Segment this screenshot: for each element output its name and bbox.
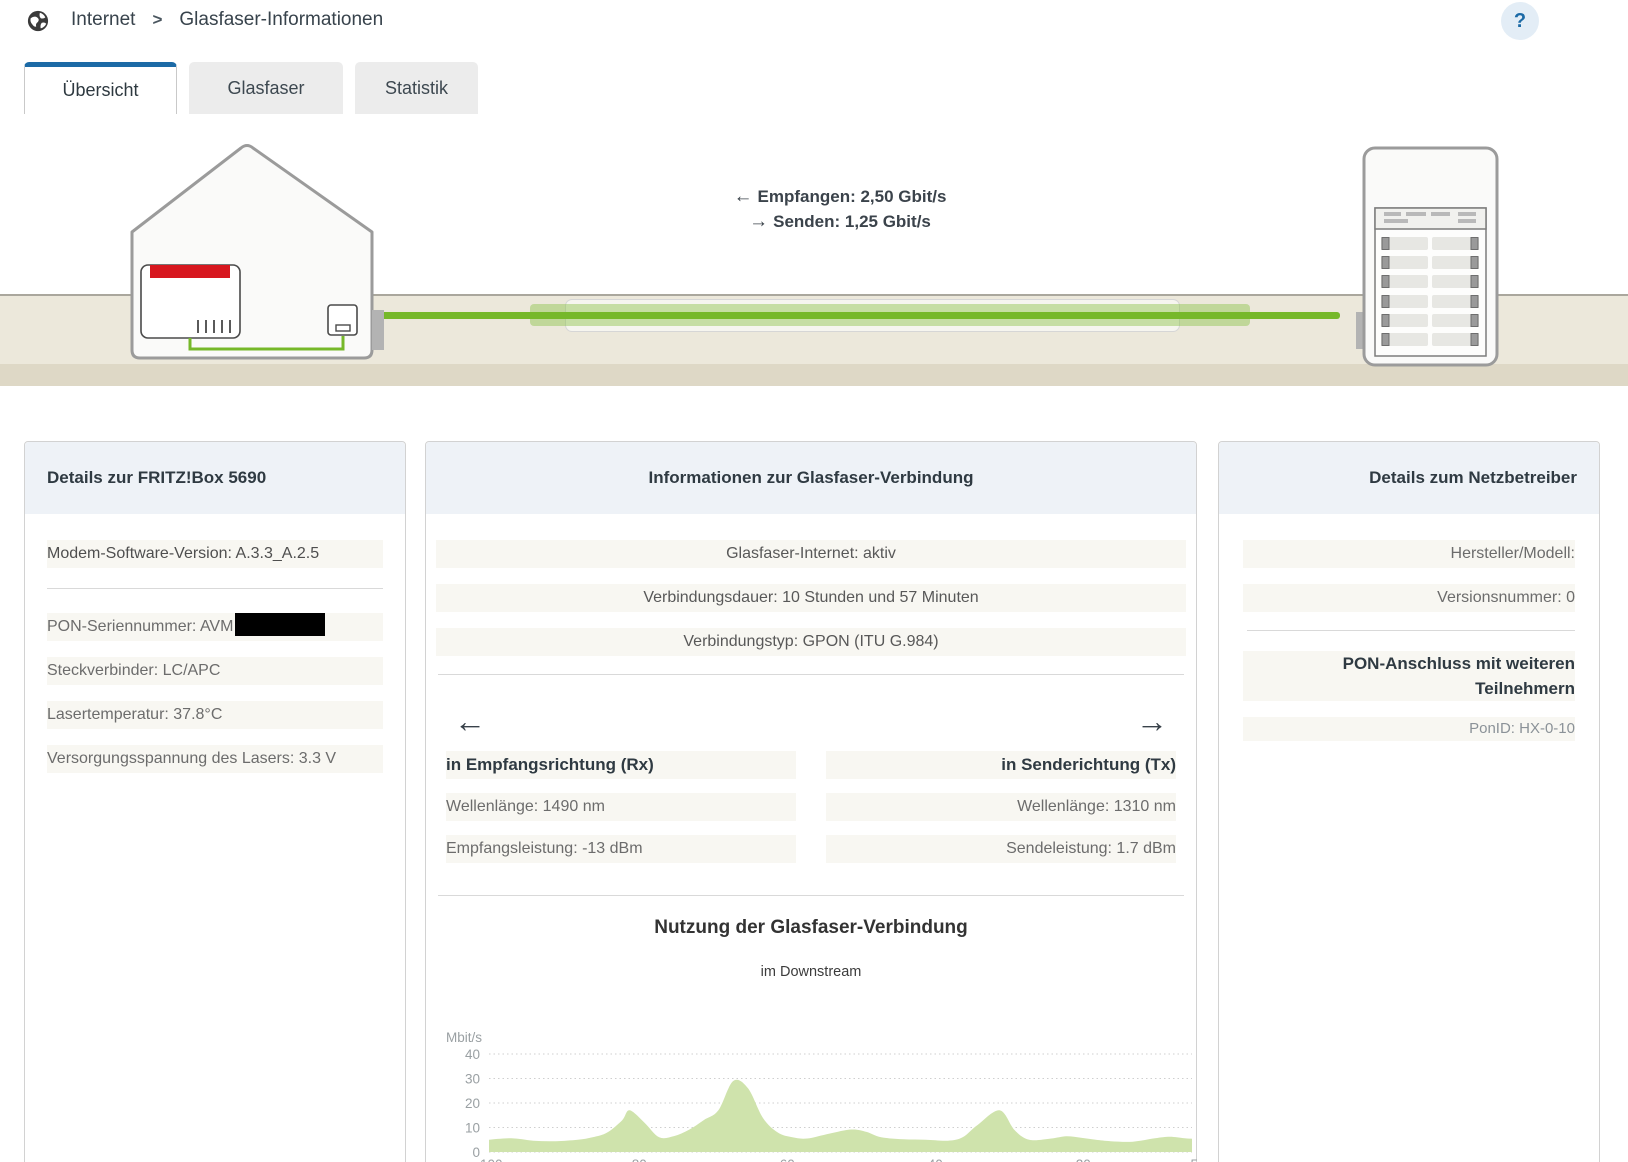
- send-row: → Senden: 1,25 Gbit/s: [590, 209, 1090, 234]
- rx-column: in Empfangsrichtung (Rx) Wellenlänge: 14…: [446, 741, 797, 877]
- tab-bar: Übersicht Glasfaser Statistik: [24, 62, 490, 114]
- card-title: Details zum Netzbetreiber: [1219, 442, 1599, 514]
- card-operator-details: Details zum Netzbetreiber Hersteller/Mod…: [1218, 441, 1600, 1162]
- house-illustration: [130, 144, 384, 360]
- tab-uebersicht[interactable]: Übersicht: [24, 62, 177, 114]
- tx-arrow-icon: →: [1136, 703, 1168, 739]
- globe-icon: [27, 10, 49, 32]
- card-fritzbox-details: Details zur FRITZ!Box 5690 Modem-Softwar…: [24, 441, 406, 1162]
- breadcrumb-page: Glasfaser-Informationen: [179, 9, 384, 30]
- send-arrow-icon: →: [749, 211, 769, 232]
- breadcrumb: Internet > Glasfaser-Informationen: [71, 9, 383, 31]
- tx-heading: in Senderichtung (Tx): [825, 751, 1176, 779]
- laser-voltage-row: Versorgungsspannung des Lasers: 3.3 V: [47, 745, 383, 773]
- svg-text:40: 40: [465, 1047, 480, 1062]
- indoor-fiber-cable: [188, 336, 345, 351]
- svg-text:10: 10: [465, 1121, 480, 1136]
- connection-diagram: ← Empfangen: 2,50 Gbit/s → Senden: 1,25 Gb…: [0, 114, 1628, 404]
- svg-text:20: 20: [465, 1096, 480, 1111]
- rx-heading: in Empfangsrichtung (Rx): [446, 751, 797, 779]
- fritzbox-router-icon: [140, 264, 241, 339]
- tab-glasfaser[interactable]: Glasfaser: [189, 62, 343, 114]
- divider: [1247, 630, 1575, 631]
- fiber-socket-icon: [327, 304, 358, 336]
- wall-duct: [372, 310, 384, 350]
- cabinet-header-lights: [1384, 212, 1476, 223]
- svg-text:Mbit/s: Mbit/s: [446, 1030, 482, 1045]
- modem-software-version: Modem-Software-Version: A.3.3_A.2.5: [47, 540, 383, 568]
- svg-text:-60: -60: [775, 1157, 795, 1162]
- card-body: Modem-Software-Version: A.3.3_A.2.5 PON-…: [25, 540, 405, 773]
- version-row: Versionsnummer: 0: [1243, 584, 1575, 612]
- receive-arrow-icon: ←: [733, 186, 753, 207]
- rx-tx-columns: in Empfangsrichtung (Rx) Wellenlänge: 14…: [436, 741, 1186, 877]
- cabinet-ports: [1381, 237, 1479, 346]
- receive-row: ← Empfangen: 2,50 Gbit/s: [590, 184, 1090, 209]
- pon-sharing-heading: PON-Anschluss mit weiteren Teilnehmern: [1243, 651, 1575, 701]
- receive-text: Empfangen: 2,50 Gbit/s: [757, 187, 947, 206]
- card-body: Glasfaser-Internet: aktiv Verbindungsdau…: [426, 540, 1198, 1162]
- tx-column: in Senderichtung (Tx) Wellenlänge: 1310 …: [825, 741, 1176, 877]
- divider: [47, 588, 383, 589]
- manufacturer-row: Hersteller/Modell:: [1243, 540, 1575, 568]
- usage-chart-subtitle: im Downstream: [760, 964, 862, 980]
- redaction-box: [235, 613, 326, 636]
- svg-text:30: 30: [465, 1072, 480, 1087]
- svg-text:-100: -100: [475, 1157, 502, 1162]
- connection-type-row: Verbindungstyp: GPON (ITU G.984): [436, 628, 1186, 656]
- svg-text:0: 0: [472, 1145, 480, 1160]
- fiber-cabinet-illustration: [1356, 146, 1499, 367]
- rx-wavelength-row: Wellenlänge: 1490 nm: [446, 793, 797, 821]
- svg-text:-5: -5: [1186, 1157, 1198, 1162]
- breadcrumb-section[interactable]: Internet: [71, 9, 136, 30]
- help-button[interactable]: ?: [1501, 2, 1539, 40]
- pon-serial-row: PON-Seriennummer: AVM: [47, 613, 383, 641]
- topbar: Internet > Glasfaser-Informationen ?: [0, 0, 1628, 46]
- fiber-line: [378, 312, 1340, 319]
- divider: [438, 895, 1184, 896]
- tx-power-row: Sendeleistung: 1.7 dBm: [825, 835, 1176, 863]
- connector-row: Steckverbinder: LC/APC: [47, 657, 383, 685]
- pon-id-row: PonID: HX-0-10: [1243, 717, 1575, 741]
- svg-text:-40: -40: [923, 1157, 943, 1162]
- tab-statistik[interactable]: Statistik: [355, 62, 478, 114]
- laser-temperature-row: Lasertemperatur: 37.8°C: [47, 701, 383, 729]
- card-connection-info: Informationen zur Glasfaser-Verbindung G…: [425, 441, 1198, 1162]
- card-title: Details zur FRITZ!Box 5690: [25, 442, 405, 514]
- rx-power-row: Empfangsleistung: -13 dBm: [446, 835, 797, 863]
- card-body: Hersteller/Modell: Versionsnummer: 0 PON…: [1219, 540, 1599, 741]
- svg-text:-20: -20: [1071, 1157, 1091, 1162]
- send-text: Senden: 1,25 Gbit/s: [773, 212, 931, 231]
- usage-chart-title: Nutzung der Glasfaser-Verbindung: [654, 917, 968, 938]
- divider: [438, 674, 1184, 675]
- speed-labels: ← Empfangen: 2,50 Gbit/s → Senden: 1,25 Gb…: [590, 184, 1090, 234]
- direction-arrows: ← →: [436, 693, 1186, 741]
- rx-arrow-icon: ←: [454, 703, 486, 739]
- svg-text:-80: -80: [627, 1157, 647, 1162]
- card-title: Informationen zur Glasfaser-Verbindung: [426, 442, 1196, 514]
- cabinet-duct: [1356, 312, 1366, 349]
- tx-wavelength-row: Wellenlänge: 1310 nm: [825, 793, 1176, 821]
- ground-band-dark: [0, 364, 1628, 386]
- connection-duration-row: Verbindungsdauer: 10 Stunden und 57 Minu…: [436, 584, 1186, 612]
- breadcrumb-separator-icon: >: [152, 10, 163, 29]
- downstream-usage-chart: 0 10 20 30 40 Mbit/s -100 -80 -60 -40 -20 -5: [446, 1030, 1198, 1162]
- internet-status-row: Glasfaser-Internet: aktiv: [436, 540, 1186, 568]
